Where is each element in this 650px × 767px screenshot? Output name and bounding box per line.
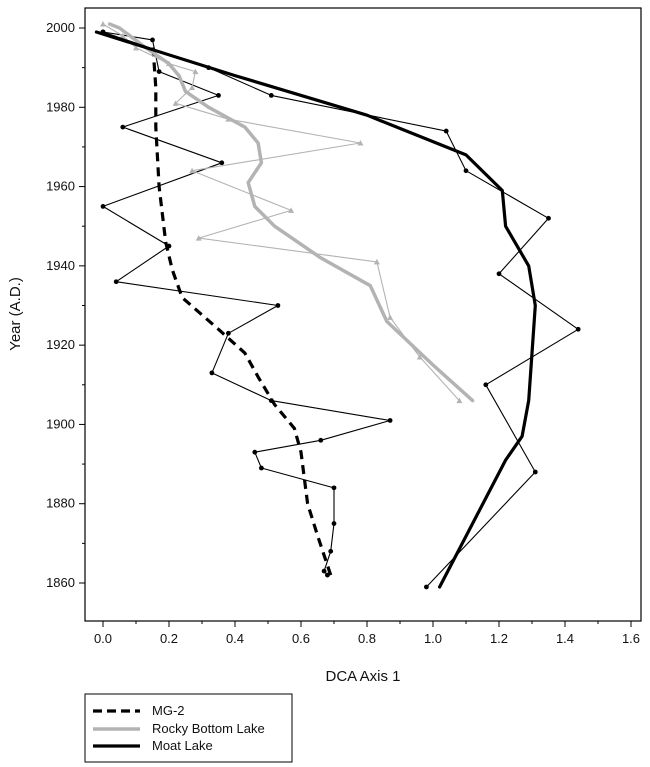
- point-rocky-bottom: [192, 68, 199, 75]
- raw-line-mg2: [102, 31, 391, 576]
- point-mg2: [268, 398, 274, 404]
- point-mg2: [328, 548, 334, 554]
- y-tick-label: 1940: [46, 258, 75, 273]
- point-mg2: [166, 243, 172, 249]
- x-tick-label: 1.4: [556, 631, 574, 646]
- y-axis-ticks: 1860 1880 1900 1920 1940 1960 1980 2000: [46, 20, 85, 590]
- y-tick-label: 1880: [46, 496, 75, 511]
- y-tick-label: 1980: [46, 99, 75, 114]
- series-moat-lake: [94, 29, 581, 590]
- point-mg2: [331, 485, 337, 491]
- point-rocky-bottom: [416, 354, 423, 360]
- smooth-line-moat-lake: [94, 30, 537, 589]
- point-mg2: [275, 303, 281, 308]
- x-tick-label: 0.2: [160, 631, 178, 646]
- legend-label-mg2: MG-2: [152, 703, 185, 718]
- point-mg2: [321, 568, 327, 574]
- series-layer: [94, 21, 581, 590]
- point-rocky-bottom: [172, 100, 179, 106]
- point-rocky-bottom: [357, 139, 364, 146]
- point-moat-lake: [575, 326, 581, 332]
- point-rocky-bottom: [189, 167, 196, 174]
- x-tick-label: 0.6: [292, 631, 310, 646]
- point-moat-lake: [443, 128, 449, 134]
- point-mg2: [113, 279, 119, 285]
- point-mg2: [209, 370, 215, 376]
- point-rocky-bottom: [387, 314, 394, 320]
- point-mg2: [226, 330, 231, 336]
- point-mg2: [318, 437, 324, 443]
- y-tick-label: 1920: [46, 337, 75, 352]
- point-rocky-bottom: [225, 116, 232, 122]
- point-mg2: [387, 418, 393, 423]
- point-moat-lake: [483, 382, 489, 388]
- point-moat-lake: [206, 65, 212, 71]
- x-tick-label: 1.6: [622, 631, 640, 646]
- point-moat-lake: [532, 469, 538, 475]
- raw-line-rocky-bottom: [102, 23, 460, 401]
- point-mg2: [325, 572, 330, 578]
- x-tick-label: 1.2: [490, 631, 508, 646]
- x-tick-label: 0.4: [226, 631, 244, 646]
- point-mg2: [156, 69, 162, 75]
- point-rocky-bottom: [373, 258, 380, 265]
- x-axis-ticks: 0.0 0.2 0.4 0.6 0.8 1.0 1.2 1.4 1.6: [94, 621, 640, 646]
- x-axis-title: DCA Axis 1: [325, 668, 400, 685]
- point-moat-lake: [424, 584, 429, 590]
- point-rocky-bottom: [195, 235, 202, 241]
- plot-frame: [84, 7, 642, 622]
- legend: MG-2 Rocky Bottom Lake Moat Lake: [84, 693, 293, 763]
- x-tick-label: 0.8: [358, 631, 376, 646]
- point-mg2: [252, 449, 258, 455]
- point-moat-lake: [496, 271, 502, 277]
- point-mg2: [120, 124, 126, 130]
- point-mg2: [259, 465, 264, 471]
- point-rocky-bottom: [456, 397, 463, 404]
- y-tick-label: 1860: [46, 575, 75, 590]
- y-tick-label: 2000: [46, 20, 75, 35]
- point-rocky-bottom: [166, 60, 172, 67]
- smooth-line-mg2: [150, 39, 333, 576]
- x-tick-label: 0.0: [94, 631, 112, 646]
- series-rocky-bottom: [100, 21, 475, 404]
- legend-label-moat-lake: Moat Lake: [152, 738, 213, 753]
- legend-label-rocky-bottom: Rocky Bottom Lake: [152, 721, 265, 736]
- point-moat-lake: [100, 29, 106, 35]
- point-moat-lake: [546, 215, 551, 221]
- minor-ticks: [82, 67, 599, 624]
- point-mg2: [216, 92, 221, 98]
- series-mg2: [100, 29, 393, 578]
- y-axis-title: Year (A.D.): [7, 277, 24, 351]
- point-rocky-bottom: [189, 84, 196, 90]
- point-rocky-bottom: [288, 207, 295, 213]
- y-tick-label: 1900: [46, 416, 75, 431]
- x-tick-label: 1.0: [424, 631, 442, 646]
- smooth-line-rocky-bottom: [107, 22, 475, 403]
- point-rocky-bottom: [119, 32, 126, 39]
- point-rocky-bottom: [133, 44, 139, 51]
- point-mg2: [331, 521, 337, 526]
- point-moat-lake: [463, 168, 469, 174]
- y-tick-label: 1960: [46, 179, 75, 194]
- point-mg2: [219, 160, 225, 166]
- point-moat-lake: [268, 92, 274, 98]
- point-rocky-bottom: [100, 21, 106, 27]
- point-mg2: [150, 37, 155, 43]
- point-mg2: [100, 203, 106, 209]
- raw-line-moat-lake: [102, 31, 579, 588]
